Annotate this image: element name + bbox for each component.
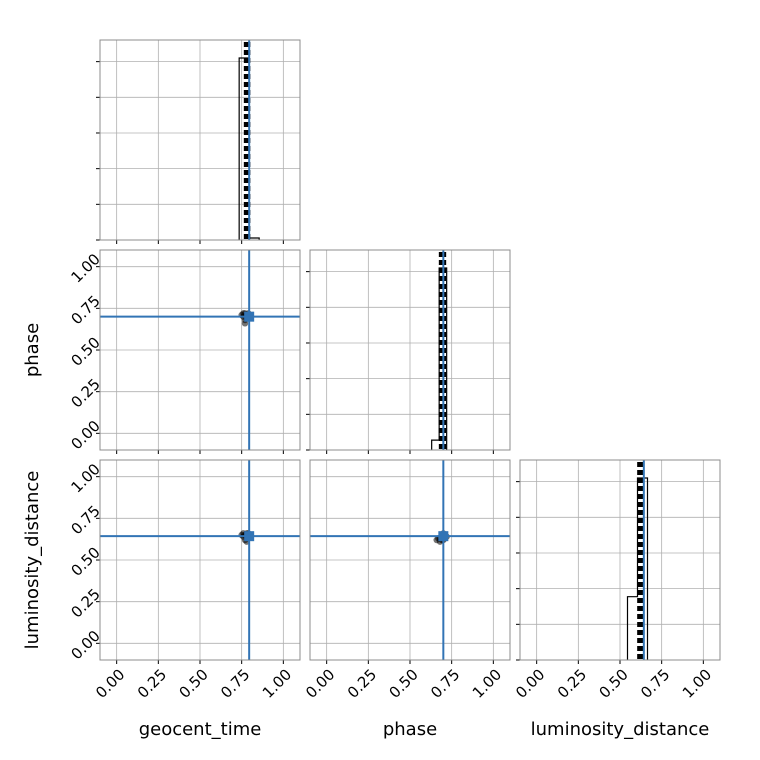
y-tick-label: 0.75 bbox=[67, 292, 103, 328]
x-tick-label: 1.00 bbox=[679, 665, 715, 701]
histogram-bars bbox=[431, 267, 448, 450]
panel-frame bbox=[99, 459, 301, 661]
panel-geocent_time-vs-phase: 0.00 0.25 0.50 0.75 1.00 bbox=[67, 249, 301, 454]
x-tick-label: 0.25 bbox=[134, 665, 170, 701]
y-axis-label-phase: phase bbox=[22, 323, 43, 377]
x-tick-label: 0.75 bbox=[427, 665, 463, 701]
y-tick-label: 0.50 bbox=[67, 543, 103, 579]
x-tick-label: 0.50 bbox=[595, 665, 631, 701]
panel-geocent_time-vs-luminosity_distance: 0.000.250.500.751.000.00 0.25 0.50 0.75 1.00 bbox=[67, 459, 301, 702]
x-axis-label-geocent_time: geocent_time bbox=[139, 719, 262, 740]
x-tick-label: 0.00 bbox=[92, 665, 128, 701]
panel-phase-histogram bbox=[306, 249, 511, 454]
x-tick-label: 0.75 bbox=[637, 665, 673, 701]
x-axis-label-luminosity_distance: luminosity_distance bbox=[531, 719, 710, 740]
y-tick-label: 0.50 bbox=[67, 333, 103, 369]
y-tick-label: 1.00 bbox=[67, 460, 103, 496]
truth-marker bbox=[244, 311, 255, 322]
truth-marker bbox=[438, 531, 449, 542]
y-axis-label-luminosity_distance: luminosity_distance bbox=[22, 471, 43, 650]
x-tick-label: 0.25 bbox=[554, 665, 590, 701]
x-tick-label: 1.00 bbox=[259, 665, 295, 701]
x-tick-label: 0.75 bbox=[217, 665, 253, 701]
y-tick-label: 0.00 bbox=[67, 417, 103, 453]
y-tick-label: 0.00 bbox=[67, 627, 103, 663]
y-tick-label: 0.25 bbox=[67, 375, 103, 411]
panel-frame bbox=[99, 249, 301, 451]
panel-frame bbox=[519, 459, 721, 661]
x-tick-label: 1.00 bbox=[469, 665, 505, 701]
panel-frame bbox=[309, 459, 511, 661]
sample-point bbox=[241, 320, 249, 327]
y-tick-label: 0.75 bbox=[67, 502, 103, 538]
panel-phase-vs-luminosity_distance: 0.00 0.25 0.50 0.75 1.00 bbox=[302, 459, 511, 702]
x-tick-label: 0.25 bbox=[344, 665, 380, 701]
x-axis-label-phase: phase bbox=[383, 719, 437, 740]
y-tick-label: 0.25 bbox=[67, 585, 103, 621]
x-tick-label: 0.50 bbox=[175, 665, 211, 701]
x-tick-label: 0.00 bbox=[512, 665, 548, 701]
x-tick-label: 0.50 bbox=[385, 665, 421, 701]
panel-frame bbox=[99, 39, 301, 241]
panel-frame bbox=[309, 249, 511, 451]
panel-luminosity_distance-histogram: 0.00 0.25 0.50 0.75 1.00 bbox=[512, 459, 721, 702]
truth-marker bbox=[244, 531, 255, 542]
x-tick-label: 0.00 bbox=[302, 665, 338, 701]
panel-geocent_time-histogram bbox=[96, 39, 301, 244]
y-tick-label: 1.00 bbox=[67, 250, 103, 286]
